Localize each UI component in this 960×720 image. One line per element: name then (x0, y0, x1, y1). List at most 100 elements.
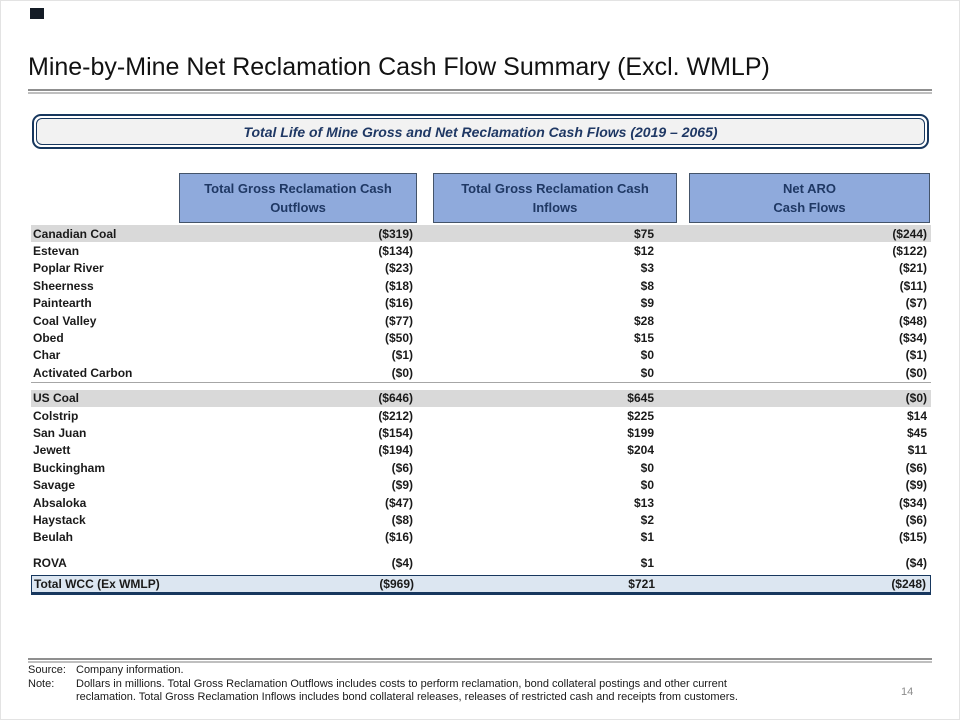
row-outflows: ($9) (391, 478, 413, 493)
row-outflows: ($50) (384, 331, 413, 346)
row-inflows: $1 (640, 555, 654, 570)
row-inflows: $199 (627, 425, 654, 440)
row-net: $14 (906, 408, 927, 423)
table-row: Obed ($50) $15 ($34) (31, 329, 931, 346)
row-label: Buckingham (33, 460, 106, 475)
table-row: Estevan ($134) $12 ($122) (31, 242, 931, 259)
row-inflows: $3 (640, 261, 654, 276)
row-inflows: $0 (640, 348, 654, 363)
table-row: ROVA ($4) $1 ($4) (31, 554, 931, 571)
row-inflows: $12 (633, 244, 654, 259)
row-outflows: ($1) (391, 348, 413, 363)
note-text: Dollars in millions. Total Gross Reclama… (76, 678, 908, 705)
column-header-outflows: Total Gross Reclamation Cash Outflows (179, 173, 417, 223)
row-net: ($21) (898, 261, 927, 276)
column-header-line: Total Gross Reclamation Cash (461, 181, 649, 196)
row-label: ROVA (33, 555, 67, 570)
row-inflows: $8 (640, 278, 654, 293)
row-outflows: ($212) (378, 408, 413, 423)
row-net: ($244) (892, 226, 927, 241)
table-row: Paintearth ($16) $9 ($7) (31, 295, 931, 312)
table-row: Absaloka ($47) $13 ($34) (31, 494, 931, 511)
table-row: Char ($1) $0 ($1) (31, 347, 931, 364)
total-row-label: Total WCC (Ex WMLP) (34, 577, 160, 592)
note-line-2: reclamation. Total Gross Reclamation Inf… (76, 691, 738, 703)
row-inflows: $1 (640, 530, 654, 545)
row-label: Poplar River (33, 261, 104, 276)
table-row: Jewett ($194) $204 $11 (31, 442, 931, 459)
row-label: Canadian Coal (33, 226, 117, 241)
column-header-line: Inflows (532, 200, 578, 215)
banner-title: Total Life of Mine Gross and Net Reclama… (243, 123, 718, 140)
banner-inner: Total Life of Mine Gross and Net Reclama… (36, 118, 925, 145)
row-outflows: ($319) (378, 226, 413, 241)
row-net: ($7) (905, 296, 927, 311)
row-inflows: $645 (627, 391, 654, 406)
total-row-net: ($248) (891, 577, 926, 592)
row-inflows: $75 (633, 226, 654, 241)
table-section-row: US Coal ($646) $645 ($0) (31, 389, 931, 407)
row-outflows: ($8) (391, 512, 413, 527)
row-outflows: ($6) (391, 460, 413, 475)
footer-divider (28, 658, 932, 663)
column-header-line: Outflows (270, 200, 326, 215)
source-label: Source: (28, 664, 66, 676)
row-label: Paintearth (33, 296, 92, 311)
row-outflows: ($194) (378, 443, 413, 458)
table-total-row: Total WCC (Ex WMLP) ($969) $721 ($248) (31, 575, 931, 596)
row-label: Estevan (33, 244, 80, 259)
row-inflows: $204 (627, 443, 654, 458)
row-outflows: ($154) (378, 425, 413, 440)
row-label: San Juan (33, 425, 87, 440)
row-net: ($34) (898, 331, 927, 346)
row-net: ($6) (905, 512, 927, 527)
row-net: ($122) (892, 244, 927, 259)
row-label: Jewett (33, 443, 71, 458)
table-row: Buckingham ($6) $0 ($6) (31, 459, 931, 476)
row-net: ($6) (905, 460, 927, 475)
row-inflows: $2 (640, 512, 654, 527)
row-net: ($15) (898, 530, 927, 545)
row-outflows: ($16) (384, 530, 413, 545)
column-header-inflows: Total Gross Reclamation Cash Inflows (433, 173, 677, 223)
row-gap (31, 546, 931, 554)
row-label: Coal Valley (33, 313, 97, 328)
column-header-line: Total Gross Reclamation Cash (204, 181, 392, 196)
table-body: Canadian Coal ($319) $75 ($244) Estevan ($134… (31, 225, 931, 571)
column-header-line: Cash Flows (773, 200, 846, 215)
section-divider (31, 381, 931, 383)
row-net: ($11) (899, 278, 927, 293)
table-row: Haystack ($8) $2 ($6) (31, 511, 931, 528)
note-label: Note: (28, 677, 55, 690)
row-inflows: $13 (633, 495, 654, 510)
table-row: Coal Valley ($77) $28 ($48) (31, 312, 931, 329)
mine-table: Canadian Coal ($319) $75 ($244) Estevan ($134… (31, 225, 931, 596)
row-label: US Coal (33, 391, 80, 406)
row-net: ($9) (905, 478, 927, 493)
table-section-row: Canadian Coal ($319) $75 ($244) (31, 225, 931, 243)
row-net: ($34) (898, 495, 927, 510)
row-label: Sheerness (33, 278, 94, 293)
row-net: ($0) (905, 391, 927, 406)
row-label: Activated Carbon (33, 365, 133, 380)
row-outflows: ($646) (378, 391, 413, 406)
row-inflows: $225 (627, 408, 654, 423)
table-row: Beulah ($16) $1 ($15) (31, 529, 931, 546)
table-row: Colstrip ($212) $225 $14 (31, 407, 931, 424)
row-net: $11 (907, 443, 927, 458)
row-net: $45 (906, 425, 927, 440)
row-outflows: ($47) (384, 495, 413, 510)
column-header-net-aro: Net ARO Cash Flows (689, 173, 930, 223)
row-outflows: ($4) (391, 555, 413, 570)
row-inflows: $15 (633, 331, 654, 346)
row-label: Haystack (33, 512, 86, 527)
row-label: Beulah (33, 530, 74, 545)
row-label: Char (33, 348, 61, 363)
row-inflows: $0 (640, 478, 654, 493)
row-outflows: ($16) (384, 296, 413, 311)
row-label: Absaloka (33, 495, 87, 510)
page-title: Mine-by-Mine Net Reclamation Cash Flow S… (28, 53, 770, 81)
row-outflows: ($77) (384, 313, 413, 328)
row-label: Obed (33, 331, 64, 346)
